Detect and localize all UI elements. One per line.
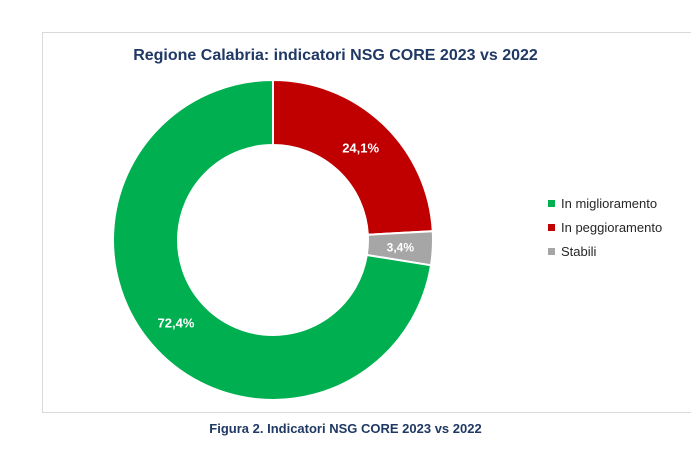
legend-label: Stabili bbox=[561, 243, 597, 259]
chart-title: Regione Calabria: indicatori NSG CORE 20… bbox=[133, 47, 538, 64]
slice-in-peggioramento bbox=[272, 80, 433, 236]
legend-label: In peggioramento bbox=[561, 219, 663, 235]
slice-in-miglioramento bbox=[113, 80, 433, 400]
data-label-in-peggioramento: 24,1% bbox=[342, 140, 379, 155]
chart-legend: In miglioramento In peggioramento Stabili bbox=[548, 191, 662, 263]
legend-item-in-miglioramento: In miglioramento bbox=[548, 191, 662, 215]
legend-item-in-peggioramento: In peggioramento bbox=[548, 215, 662, 239]
donut-chart: 24,1% 3,4% 72,4% bbox=[113, 80, 433, 400]
legend-swatch bbox=[548, 223, 555, 231]
figure-caption: Figura 2. Indicatori NSG CORE 2023 vs 20… bbox=[209, 421, 482, 436]
legend-item-stabili: Stabili bbox=[548, 239, 662, 263]
legend-swatch bbox=[548, 199, 555, 207]
legend-label: In miglioramento bbox=[561, 195, 658, 211]
data-label-stabili: 3,4% bbox=[387, 241, 415, 255]
legend-swatch bbox=[548, 247, 555, 255]
chart-frame: Regione Calabria: indicatori NSG CORE 20… bbox=[42, 32, 691, 413]
data-label-in-miglioramento: 72,4% bbox=[158, 316, 195, 331]
